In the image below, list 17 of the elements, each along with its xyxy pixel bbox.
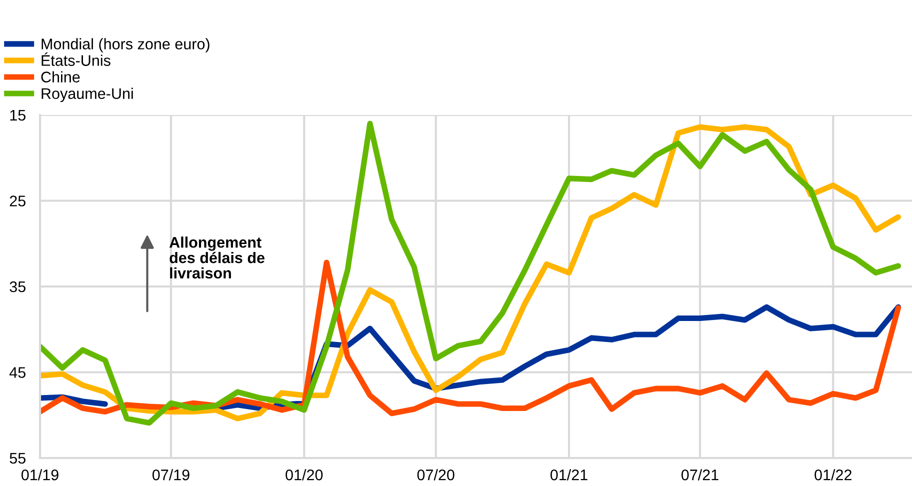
x-tick-label: 07/20	[417, 469, 454, 480]
legend-label: États-Unis	[42, 52, 110, 66]
x-tick-label: 01/19	[21, 469, 58, 480]
y-tick-label: 25	[10, 196, 26, 206]
x-tick-label: 07/21	[681, 469, 718, 480]
y-tick-label: 35	[10, 281, 26, 292]
x-tick-label: 07/19	[152, 469, 190, 480]
x-tick-label: 01/21	[550, 469, 588, 480]
y-tick-label: 55	[10, 453, 26, 464]
legend-label: Royaume-Uni	[42, 88, 133, 102]
annotation: Allongement des délais de livraison	[169, 236, 264, 279]
x-tick-label: 01/22	[814, 469, 852, 480]
y-tick-label: 45	[9, 367, 26, 378]
legend-label: Chine	[41, 71, 80, 82]
y-tick-label: 15	[10, 110, 26, 121]
legend-label: Mondial (hors zone euro)	[42, 38, 210, 52]
x-tick-label: 01/20	[286, 469, 323, 480]
